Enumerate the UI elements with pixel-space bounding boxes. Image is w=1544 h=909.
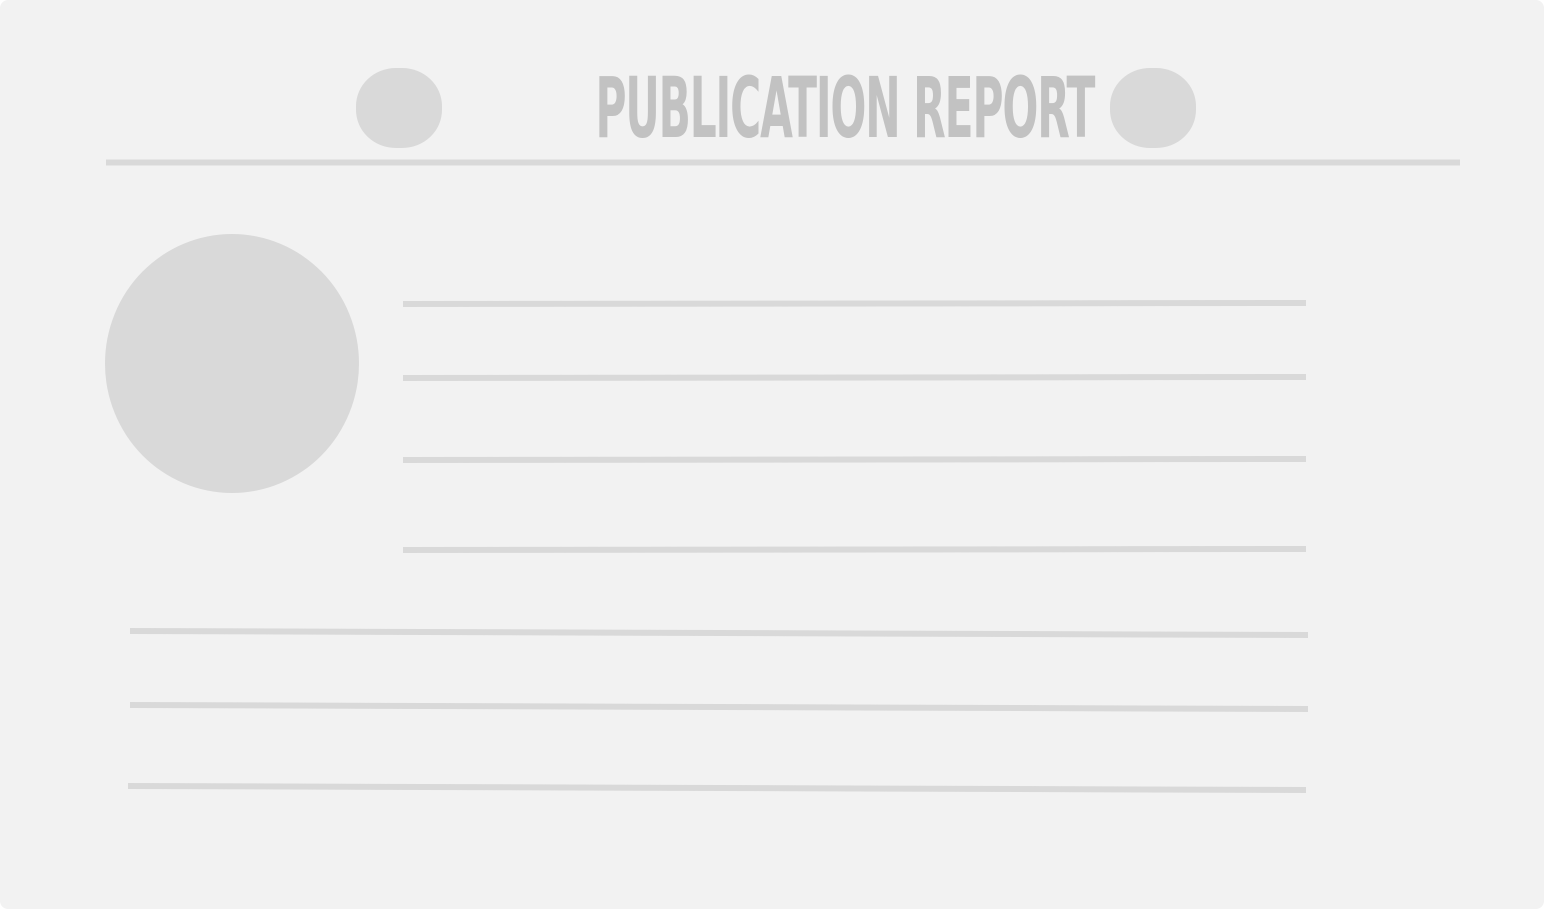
text-placeholder-line (402, 374, 1307, 381)
text-placeholder-line (402, 546, 1307, 553)
avatar-placeholder-icon (105, 234, 359, 493)
pill-icon (356, 68, 442, 148)
text-placeholder-line (129, 628, 1309, 638)
text-placeholder-line (402, 456, 1307, 463)
text-placeholder-line (402, 300, 1307, 307)
pill-icon (1110, 68, 1196, 148)
text-placeholder-line (129, 702, 1309, 712)
text-placeholder-line (127, 783, 1307, 793)
